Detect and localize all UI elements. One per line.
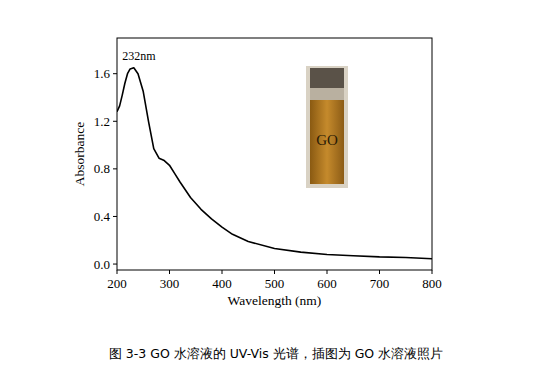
y-tick bbox=[113, 216, 117, 217]
x-tick-label: 700 bbox=[370, 276, 390, 291]
inset-background bbox=[306, 66, 348, 188]
x-tick bbox=[379, 270, 380, 274]
x-tick-label: 400 bbox=[212, 276, 232, 291]
x-tick-label: 800 bbox=[422, 276, 442, 291]
y-tick-label: 0.4 bbox=[94, 209, 111, 224]
y-tick-label: 1.6 bbox=[94, 66, 111, 81]
y-tick bbox=[113, 121, 117, 122]
x-tick bbox=[327, 270, 328, 274]
x-tick bbox=[222, 270, 223, 274]
inset-label: GO bbox=[316, 132, 338, 148]
x-tick-label: 500 bbox=[265, 276, 285, 291]
x-tick bbox=[274, 270, 275, 274]
cuvette-air bbox=[310, 88, 344, 100]
caption: 图 3-3 GO 水溶液的 UV-Vis 光谱，插图为 GO 水溶液照片 bbox=[109, 346, 443, 361]
x-tick-label: 200 bbox=[107, 276, 127, 291]
cuvette-top bbox=[310, 68, 344, 88]
cuvette-liquid bbox=[310, 100, 344, 184]
y-tick-label: 1.2 bbox=[94, 114, 110, 129]
y-axis-label: Absorbance bbox=[72, 122, 87, 186]
x-tick-label: 600 bbox=[317, 276, 337, 291]
inset-photo: GO bbox=[306, 66, 348, 188]
x-tick-label: 300 bbox=[160, 276, 180, 291]
plot-area bbox=[117, 68, 432, 259]
plot-frame bbox=[117, 38, 432, 270]
y-tick bbox=[113, 73, 117, 74]
x-tick bbox=[432, 270, 433, 274]
peak-annotation: 232nm bbox=[122, 49, 156, 63]
y-tick-label: 0.8 bbox=[94, 161, 110, 176]
y-tick-label: 0.0 bbox=[94, 257, 110, 272]
y-tick bbox=[113, 168, 117, 169]
spectrum-line bbox=[117, 68, 432, 259]
y-tick bbox=[113, 264, 117, 265]
chart: 200 300 400 500 600 700 800 0.0 0.4 0.8 1.2 1.6 Wave… bbox=[0, 0, 552, 385]
x-tick bbox=[169, 270, 170, 274]
x-axis-label: Wavelength (nm) bbox=[228, 293, 322, 308]
x-tick bbox=[117, 270, 118, 274]
